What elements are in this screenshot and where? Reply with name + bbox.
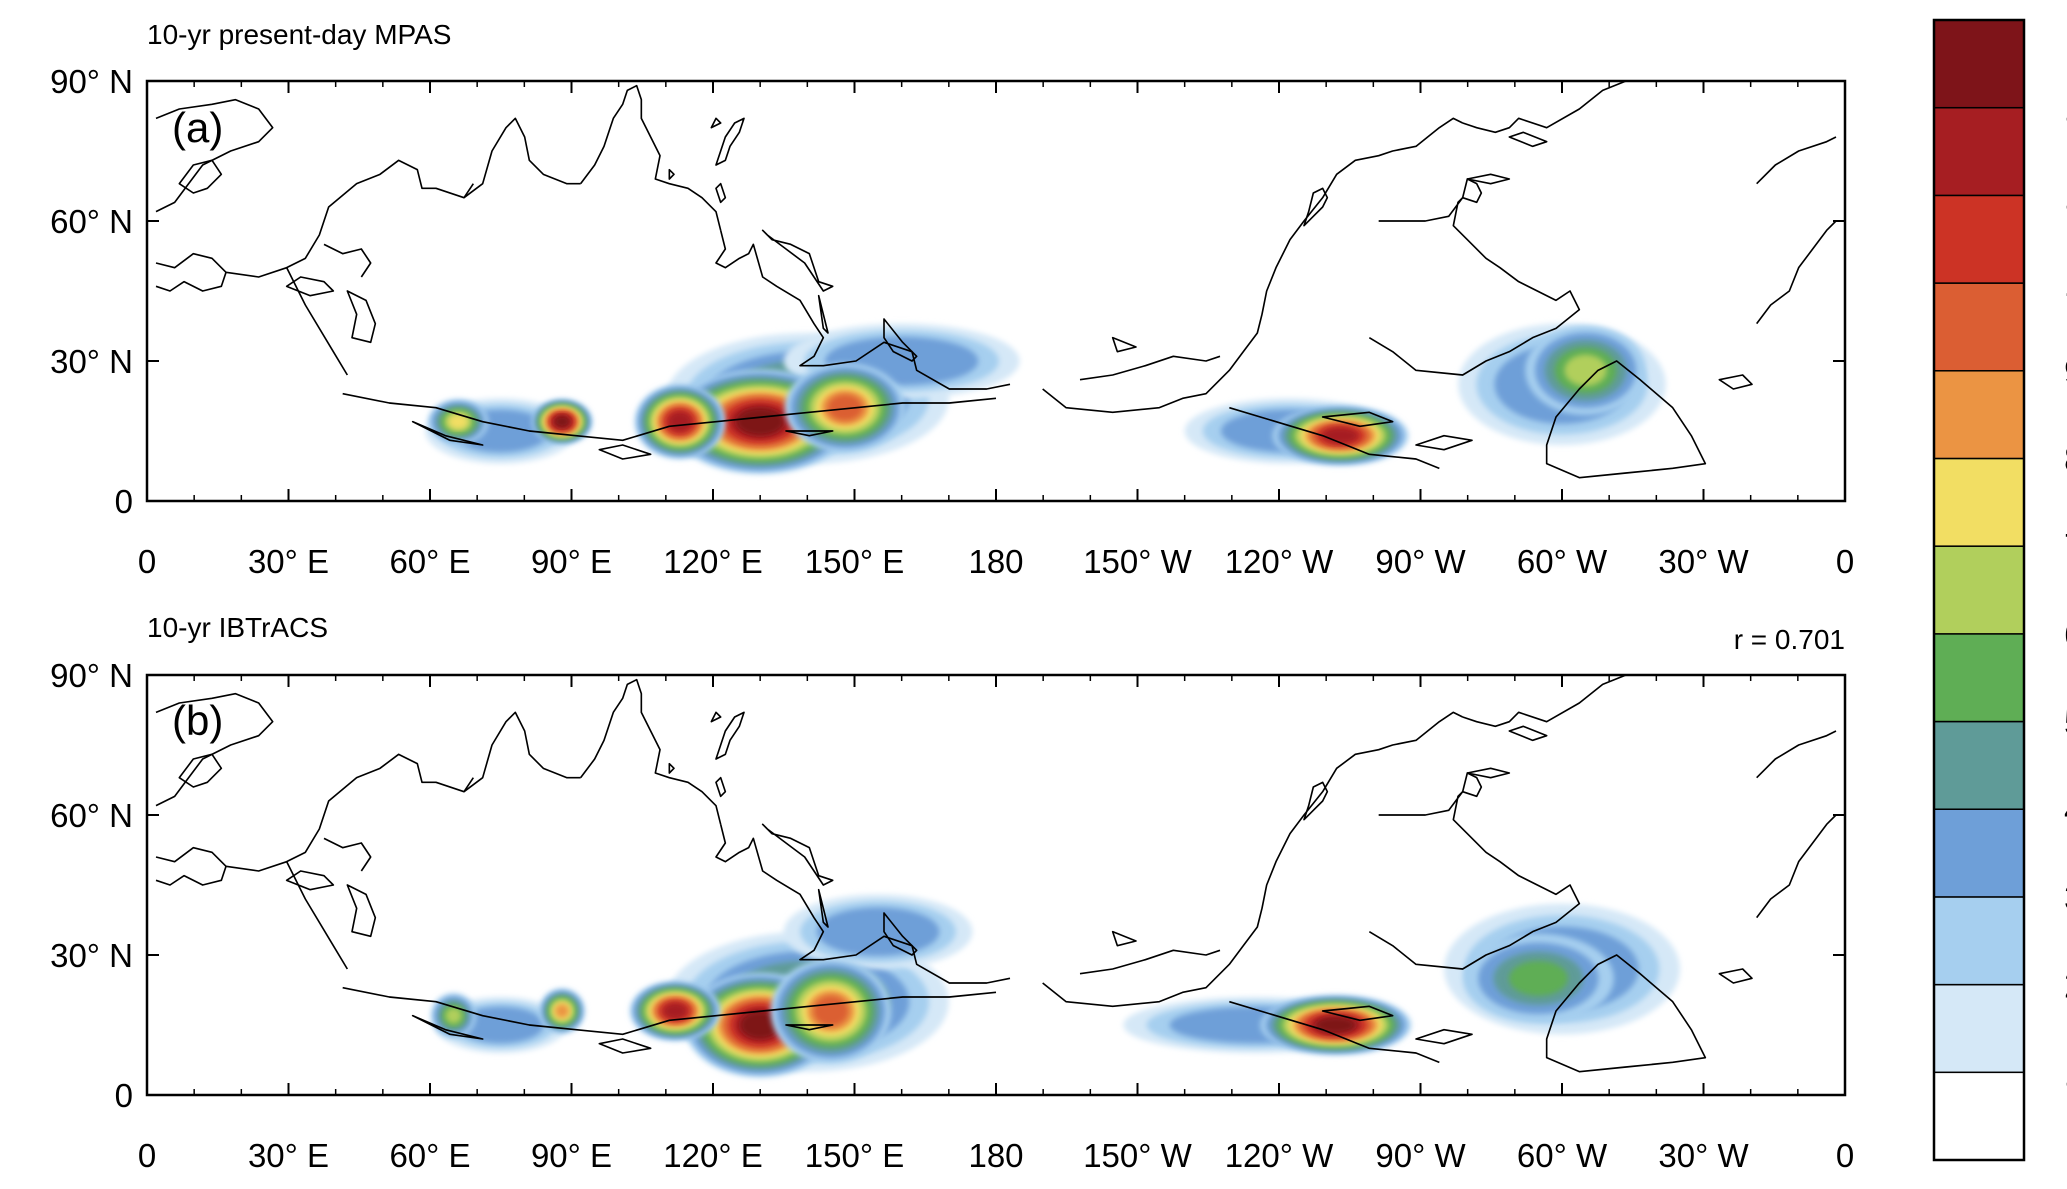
x-tick-label: 120° W — [1225, 1137, 1334, 1174]
colorbar-label: 7 — [2064, 526, 2067, 567]
y-tick-label: 30° N — [50, 937, 133, 974]
colorbar-label: 12 — [2064, 88, 2067, 129]
x-tick-label: 90° W — [1375, 543, 1466, 580]
y-tick-label: 90° N — [50, 63, 133, 100]
x-tick-label: 150° W — [1083, 543, 1192, 580]
colorbar-label: 10 — [2064, 263, 2067, 304]
density-region-eastern-north-pacific — [1315, 1017, 1356, 1033]
x-tick-label: 120° E — [663, 543, 762, 580]
x-tick-label: 120° W — [1225, 543, 1334, 580]
x-tick-label: 150° W — [1083, 1137, 1192, 1174]
density-region-north-indian-ocean — [457, 1006, 544, 1044]
density-region-western-north-pacific-core — [736, 408, 784, 436]
y-tick-label: 60° N — [50, 203, 133, 240]
colorbar-swatch — [1933, 720, 2025, 810]
x-tick-label: 60° W — [1517, 543, 1608, 580]
density-region-arabian-sea — [445, 1007, 462, 1024]
density-region-western-north-pacific-core — [740, 1011, 780, 1039]
colorbar-swatch — [1933, 1071, 2025, 1161]
x-tick-label: 30° W — [1658, 1137, 1749, 1174]
x-tick-label: 30° E — [248, 543, 329, 580]
colorbar-label: 2 — [2064, 965, 2067, 1006]
density-region-wnp-east — [813, 995, 849, 1027]
panel-b-label: (b) — [172, 697, 223, 744]
colorbar-swatch — [1933, 808, 2025, 898]
correlation-annotation: r = 0.701 — [1734, 624, 1845, 655]
density-field — [430, 894, 1680, 1078]
colorbar-swatch — [1933, 106, 2025, 197]
x-tick-label: 90° E — [531, 1137, 612, 1174]
panel-a: 0 30° E 60° E 90° E 120° E 150° E 180 150° W 120… — [50, 63, 1854, 580]
x-tick-label: 60° W — [1517, 1137, 1608, 1174]
density-region-south-china-sea — [663, 1002, 688, 1020]
colorbar-label: 3 — [2064, 877, 2067, 918]
colorbar-label: 8 — [2064, 438, 2067, 479]
colorbar-swatch — [1933, 633, 2025, 723]
y-tick-label: 0 — [115, 1077, 133, 1114]
x-tick-label: 60° E — [389, 1137, 470, 1174]
panel-a-label: (a) — [172, 104, 223, 151]
y-tick-label: 0 — [115, 483, 133, 520]
density-field — [425, 323, 1666, 474]
density-region-bay-of-bengal — [554, 415, 570, 428]
panel-b-title: 10-yr IBTrACS — [147, 612, 328, 643]
x-tick-label: 60° E — [389, 543, 470, 580]
y-tick-label: 90° N — [50, 657, 133, 694]
colorbar-swatch — [1933, 545, 2025, 635]
x-tick-label: 30° W — [1658, 543, 1749, 580]
colorbar-label: 5 — [2064, 702, 2067, 743]
colorbar-swatch — [1933, 457, 2025, 547]
x-tick-label: 30° E — [248, 1137, 329, 1174]
x-tick-label: 150° E — [805, 543, 904, 580]
x-tick-label: 0 — [138, 1137, 156, 1174]
colorbar-label: 11 — [2064, 175, 2067, 216]
density-region-south-china-sea — [667, 411, 693, 432]
colorbar-label: 4 — [2064, 789, 2067, 830]
colorbar-label: 1 — [2064, 1052, 2067, 1093]
x-tick-label: 0 — [1836, 1137, 1854, 1174]
x-tick-label: 0 — [138, 543, 156, 580]
density-region-wnp-east — [827, 394, 863, 421]
x-tick-label: 90° W — [1375, 1137, 1466, 1174]
x-tick-label: 180 — [968, 1137, 1023, 1174]
colorbar-label: 6 — [2064, 614, 2067, 655]
y-tick-label: 30° N — [50, 343, 133, 380]
x-tick-label: 180 — [968, 543, 1023, 580]
panel-a-title: 10-yr present-day MPAS — [147, 19, 452, 50]
x-tick-label: 120° E — [663, 1137, 762, 1174]
panel-b: 0 30° E 60° E 90° E 120° E 150° E 180 150° W 120… — [50, 657, 1854, 1174]
density-region-north-pacific-extension — [816, 907, 940, 956]
density-region-bay-of-bengal — [555, 1004, 569, 1018]
y-tick-label: 60° N — [50, 797, 133, 834]
colorbar-swatch — [1933, 282, 2025, 372]
density-region-north-atlantic — [1564, 354, 1607, 387]
colorbar-swatch — [1933, 983, 2025, 1074]
colorbar: 123456789101112 — [1932, 18, 2067, 1162]
density-region-arabian-sea — [448, 414, 469, 429]
x-tick-label: 0 — [1836, 543, 1854, 580]
density-region-north-atlantic — [1508, 960, 1568, 996]
colorbar-swatch — [1933, 194, 2025, 284]
density-region-eastern-north-pacific — [1322, 427, 1359, 444]
colorbar-label: 9 — [2064, 351, 2067, 392]
colorbar-swatch — [1933, 896, 2025, 986]
colorbar-swatch — [1933, 19, 2025, 109]
x-tick-label: 90° E — [531, 543, 612, 580]
x-tick-label: 150° E — [805, 1137, 904, 1174]
colorbar-swatch — [1933, 370, 2025, 460]
